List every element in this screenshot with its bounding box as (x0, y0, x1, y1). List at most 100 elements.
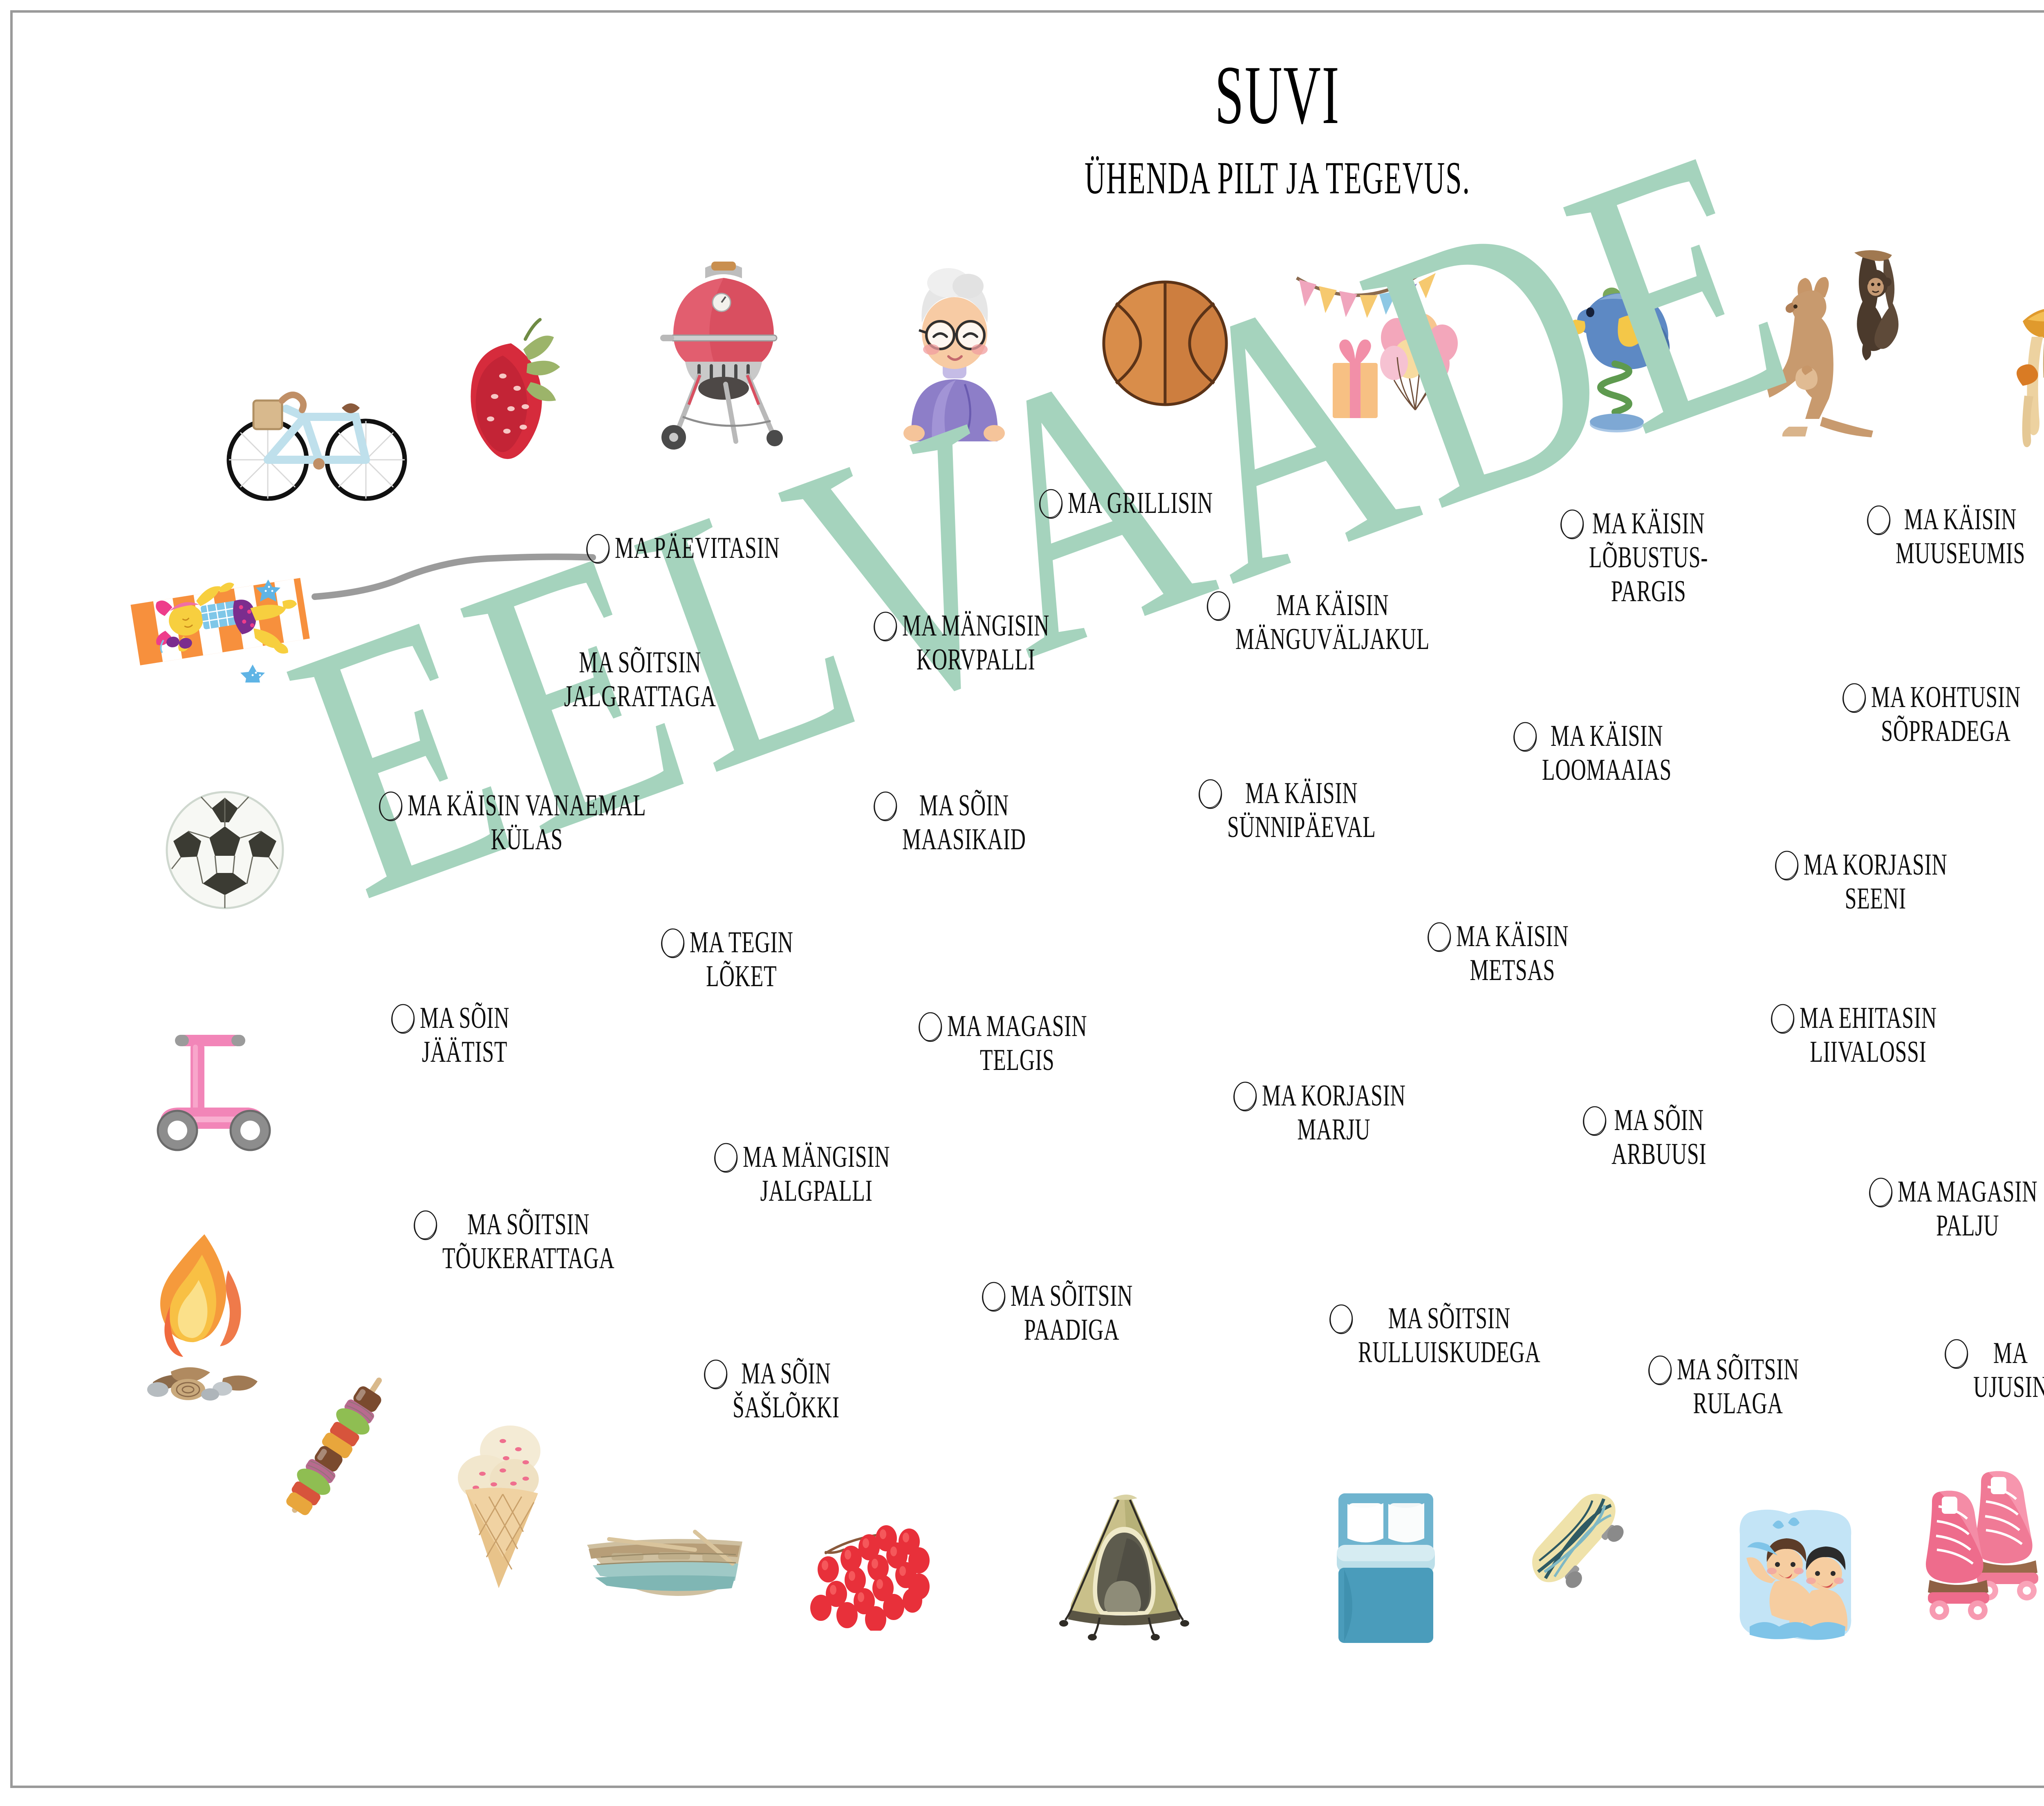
activity-item-loomaaed[interactable]: MA KÄISIN LOOMAAIAS (1513, 719, 1727, 787)
activity-item-korvpall[interactable]: MA MÄNGISIN KORVPALLI (873, 609, 1113, 677)
activity-item-manguvaljak[interactable]: MA KÄISIN MÄNGUVÄLJAKUL (1206, 589, 1513, 656)
checkbox-circle-icon[interactable] (1038, 488, 1064, 520)
activity-item-jaatis[interactable]: MA SÕIN JÄÄTIST (390, 1001, 548, 1069)
campfire-illustration (135, 1226, 274, 1406)
activity-item-toukeratas[interactable]: MA SÕITSIN TÕUKERATTAGA (413, 1208, 688, 1276)
activity-item-maasikad[interactable]: MA SÕIN MAASIKAID (873, 789, 1079, 857)
activity-item-loobustuspark[interactable]: MA KÄISIN LÕBUSTUS- PARGIS (1560, 507, 1759, 609)
activity-item-paat[interactable]: MA SÕITSIN PAADIGA (981, 1279, 1185, 1347)
camping-tent-illustration (1047, 1488, 1202, 1643)
chanterelle-mushrooms-illustration (1991, 286, 2044, 450)
red-berries-illustration (801, 1508, 940, 1631)
activity-label: MA SÕITSIN RULLUISKUDEGA (1358, 1302, 1541, 1369)
activity-item-magasin-palju[interactable]: MA MAGASIN PALJU (1868, 1175, 2044, 1243)
activity-label: MA KÄISIN SÜNNIPÄEVAL (1227, 777, 1376, 844)
activity-label: MA KÄISIN MUUSEUMIS (1896, 503, 2026, 570)
checkbox-circle-icon[interactable] (1198, 778, 1223, 810)
activity-label: MA MÄNGISIN KORVPALLI (902, 609, 1050, 676)
checkbox-circle-icon[interactable] (873, 611, 898, 642)
checkbox-circle-icon[interactable] (703, 1358, 728, 1390)
bed-illustration (1325, 1488, 1447, 1647)
activity-label: MA SÕIN ŠAŠLÕKKI (733, 1357, 840, 1424)
activity-item-mets[interactable]: MA KÄISIN METSAS (1427, 920, 1617, 987)
activity-label: MA KÄISIN VANAEMAL KÜLAS (408, 789, 646, 856)
activity-label: MA KÄISIN LÕBUSTUS- PARGIS (1589, 507, 1708, 608)
checkbox-circle-icon[interactable] (1770, 1003, 1795, 1035)
activity-item-marjad[interactable]: MA KORJASIN MARJU (1233, 1079, 1467, 1147)
shashlik-skewer-illustration (262, 1361, 417, 1533)
activity-label: MA SÕITSIN TÕUKERATTAGA (442, 1208, 615, 1275)
rowboat-illustration (572, 1492, 752, 1606)
activity-item-sopradega[interactable]: MA KOHTUSIN SÕPRADEGA (1842, 680, 2044, 748)
checkbox-circle-icon[interactable] (1944, 1338, 1969, 1370)
basketball-illustration (1100, 278, 1230, 409)
activity-label: MA SÕIN JÄÄTIST (420, 1001, 510, 1069)
checkbox-circle-icon[interactable] (873, 790, 898, 822)
activity-label: MA UJUSIN (1973, 1336, 2044, 1404)
activity-item-seened[interactable]: MA KORJASIN SEENI (1774, 848, 2009, 916)
checkbox-circle-icon[interactable] (1774, 850, 1800, 882)
checkbox-circle-icon[interactable] (1513, 721, 1538, 753)
activity-item-vanaema[interactable]: MA KÄISIN VANAEMAL KÜLAS (378, 789, 748, 857)
page-subtitle: ÜHENDA PILT JA TEGEVUS. (1085, 153, 1470, 204)
checkbox-circle-icon[interactable] (585, 533, 611, 565)
checkbox-circle-icon[interactable] (413, 1209, 438, 1241)
activity-item-muuseum[interactable]: MA KÄISIN MUUSEUMIS (1866, 503, 2044, 571)
bbq-grill-illustration (638, 253, 809, 458)
page-title: SUVI (1215, 49, 1340, 141)
activity-item-ujusin[interactable]: MA UJUSIN (1944, 1336, 2044, 1404)
checkbox-circle-icon[interactable] (1868, 1177, 1894, 1208)
activity-item-loke[interactable]: MA TEGIN LÕKET (660, 926, 838, 994)
checkbox-circle-icon[interactable] (1560, 508, 1585, 540)
activity-label: MA MÄNGISIN JALGPALLI (743, 1140, 890, 1208)
activity-label: MA MAGASIN TELGIS (947, 1009, 1087, 1077)
activity-item-telk[interactable]: MA MAGASIN TELGIS (918, 1009, 1147, 1077)
activity-label: MA KORJASIN SEENI (1804, 848, 1948, 915)
activity-item-jalgpall[interactable]: MA MÄNGISIN JALGPALLI (713, 1140, 953, 1208)
activity-label: MA KÄISIN METSAS (1456, 920, 1569, 987)
activity-label: MA TEGIN LÕKET (690, 926, 793, 993)
activity-label: MA PÄEVITASIN (615, 531, 780, 565)
soccer-ball-illustration (164, 789, 286, 911)
checkbox-circle-icon[interactable] (378, 790, 403, 822)
checkbox-circle-icon[interactable] (918, 1011, 943, 1043)
activity-item-sunnipaev[interactable]: MA KÄISIN SÜNNIPÄEVAL (1198, 777, 1439, 844)
checkbox-circle-icon[interactable] (713, 1142, 739, 1174)
activity-label: MA SÕIN MAASIKAID (902, 789, 1026, 856)
checkbox-circle-icon[interactable] (1233, 1081, 1258, 1112)
strawberry-illustration (442, 311, 601, 470)
activity-item-rula[interactable]: MA SÕITSIN RULAGA (1647, 1353, 1851, 1421)
checkbox-circle-icon[interactable] (1582, 1105, 1607, 1137)
activity-item-rulluisud[interactable]: MA SÕITSIN RULLUISKUDEGA (1329, 1302, 1619, 1370)
checkbox-circle-icon[interactable] (660, 927, 686, 959)
activity-item-arbuus[interactable]: MA SÕIN ARBUUSI (1582, 1103, 1747, 1171)
skateboard-illustration (1513, 1471, 1660, 1627)
playground-spring-rider-illustration (1558, 262, 1688, 441)
ice-cream-cone-illustration (442, 1422, 560, 1594)
activity-item-saslokk[interactable]: MA SÕIN ŠAŠLÕKKI (703, 1357, 885, 1425)
sunbathing-girl-illustration (123, 572, 319, 683)
checkbox-circle-icon[interactable] (390, 1003, 416, 1035)
activity-label: MA SÕIN ARBUUSI (1611, 1103, 1707, 1171)
zoo-animals-illustration (1766, 245, 1930, 441)
kick-scooter-illustration (147, 1014, 286, 1153)
connector-line (312, 553, 596, 600)
checkbox-circle-icon[interactable] (1647, 1354, 1673, 1386)
activity-label: MA SÕITSIN PAADIGA (1011, 1279, 1133, 1347)
activity-item-jalgratas[interactable]: MA SÕITSIN JALGRATTAGA (531, 646, 749, 714)
bicycle-illustration (221, 360, 413, 503)
activity-label: MA KÄISIN MÄNGUVÄLJAKUL (1235, 589, 1430, 656)
activity-item-liivaloss[interactable]: MA EHITASIN LIIVALOSSI (1770, 1001, 1996, 1069)
activity-item-paevitasin[interactable]: MA PÄEVITASIN (585, 531, 851, 565)
activity-label: MA SÕITSIN JALGRATTAGA (564, 646, 716, 713)
checkbox-circle-icon[interactable] (981, 1281, 1006, 1313)
activity-item-grillisin[interactable]: MA GRILLISIN (1038, 486, 1275, 520)
checkbox-circle-icon[interactable] (1842, 682, 1867, 714)
checkbox-circle-icon[interactable] (1866, 504, 1892, 536)
activity-label: MA MAGASIN PALJU (1898, 1175, 2038, 1242)
swimming-children-illustration (1733, 1504, 1868, 1643)
checkbox-circle-icon[interactable] (1206, 590, 1231, 622)
checkbox-circle-icon[interactable] (1329, 1303, 1354, 1335)
checkbox-circle-icon[interactable] (1427, 921, 1452, 953)
